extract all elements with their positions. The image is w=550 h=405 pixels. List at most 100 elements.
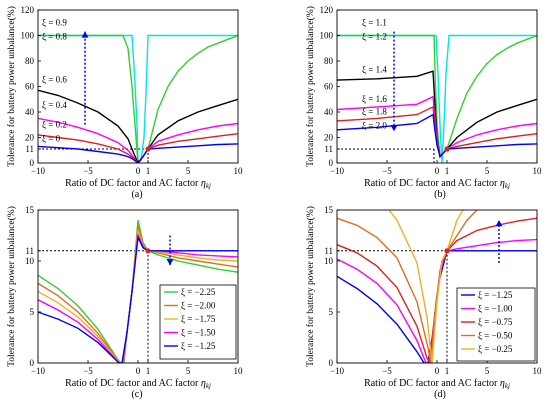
y-tick-label: 11	[324, 246, 333, 256]
y-axis-label: Tolerance for battery power unbalance(%)	[6, 206, 17, 367]
legend-entry: ξ = −2.25	[181, 287, 216, 297]
x-tick-label: 5	[485, 166, 490, 176]
legend-entry: ξ = −1.00	[478, 304, 513, 314]
series-label: ξ = 1.4	[362, 64, 387, 74]
y-tick-label: 0	[329, 358, 334, 368]
y-tick-label: 10	[25, 256, 35, 266]
series-label: ξ = 1.8	[362, 107, 387, 117]
x-tick-label: 10	[533, 366, 543, 376]
series-line-5	[38, 133, 238, 163]
x-tick-label: 5	[485, 366, 490, 376]
marker-point	[444, 146, 450, 152]
legend-entry: ξ = −1.25	[478, 290, 513, 300]
legend-entry: ξ = −0.25	[478, 344, 513, 354]
series-label: ξ = 0.6	[42, 75, 67, 85]
series-label: ξ = 1.6	[362, 94, 387, 104]
series-line-2	[337, 34, 537, 159]
x-tick-label: −5	[83, 166, 93, 176]
trend-arrow-head	[495, 220, 503, 227]
series-line-3	[38, 89, 238, 163]
x-tick-label: 10	[533, 166, 543, 176]
x-tick-label: 0	[435, 166, 440, 176]
series-group	[38, 34, 238, 163]
x-tick-label: −10	[31, 166, 46, 176]
series-group	[337, 210, 537, 363]
y-tick-label: 60	[25, 82, 35, 92]
panel-caption: (d)	[434, 389, 446, 400]
x-tick-label: 1	[445, 166, 450, 176]
panel-caption: (c)	[131, 389, 142, 400]
x-tick-label: 5	[186, 166, 191, 176]
legend-entry: ξ = −1.75	[181, 314, 216, 324]
series-line-1	[337, 34, 537, 163]
y-tick-label: 0	[30, 358, 35, 368]
x-axis-label: Ratio of DC factor and AC factor ηkj	[364, 378, 510, 390]
series-label: ξ = 0.9	[42, 17, 67, 27]
series-label: ξ = 0	[42, 133, 61, 143]
x-tick-label: −5	[83, 366, 93, 376]
x-tick-label: 1	[146, 366, 151, 376]
y-tick-label: 5	[329, 307, 334, 317]
y-tick-label: 20	[25, 133, 35, 143]
x-tick-label: −10	[330, 166, 345, 176]
x-axis-label: Ratio of DC factor and AC factor ηkj	[65, 178, 211, 190]
series-group	[337, 34, 537, 163]
series-line-5	[388, 210, 464, 363]
y-axis-label: Tolerance for battery power unbalance(%)	[305, 206, 316, 367]
y-axis-label: Tolerance for battery power unbalance(%)	[6, 6, 17, 167]
x-tick-label: 0	[136, 166, 141, 176]
marker-point	[145, 146, 151, 152]
legend-entry: ξ = −2.00	[181, 301, 216, 311]
series-label: ξ = 0.2	[42, 119, 67, 129]
x-axis-label: Ratio of DC factor and AC factor ηkj	[364, 178, 510, 190]
legend-entry: ξ = −0.50	[478, 331, 513, 341]
y-tick-label: 0	[329, 158, 334, 168]
y-tick-label: 11	[25, 144, 34, 154]
y-tick-label: 11	[324, 144, 333, 154]
series-label: ξ = 0.8	[42, 31, 67, 41]
y-tick-label: 11	[25, 246, 34, 256]
y-tick-label: 10	[324, 256, 334, 266]
y-tick-label: 100	[320, 31, 334, 41]
panel-caption: (b)	[434, 189, 446, 200]
series-line-6	[38, 143, 238, 163]
y-tick-label: 60	[324, 82, 334, 92]
series-group	[38, 220, 238, 363]
trend-arrow-head	[166, 259, 174, 266]
series-line-5	[38, 235, 238, 363]
y-axis-label: Tolerance for battery power unbalance(%)	[305, 6, 316, 167]
panel-caption: (a)	[131, 189, 142, 200]
y-tick-label: 15	[25, 205, 35, 215]
y-tick-label: 120	[21, 5, 35, 15]
x-tick-label: −10	[330, 366, 345, 376]
marker-point	[444, 248, 450, 254]
y-tick-label: 40	[324, 107, 334, 117]
y-tick-label: 80	[324, 56, 334, 66]
y-tick-label: 5	[30, 307, 35, 317]
marker-point	[145, 248, 151, 254]
legend-entry: ξ = −0.75	[478, 317, 513, 327]
legend-entry: ξ = −1.25	[181, 341, 216, 351]
y-tick-label: 20	[324, 133, 334, 143]
series-line-2	[38, 34, 238, 163]
trend-arrow-head	[390, 125, 398, 132]
y-tick-label: 0	[30, 158, 35, 168]
series-line-4	[337, 210, 480, 363]
x-axis-label: Ratio of DC factor and AC factor ηkj	[65, 378, 211, 390]
x-tick-label: 1	[445, 366, 450, 376]
series-line-6	[337, 113, 537, 159]
x-tick-label: 10	[234, 366, 244, 376]
y-tick-label: 120	[320, 5, 334, 15]
y-tick-label: 100	[21, 31, 35, 41]
x-tick-label: 1	[146, 166, 151, 176]
legend-entry: ξ = −1.50	[181, 328, 216, 338]
series-label: ξ = 1.1	[362, 17, 387, 27]
x-tick-label: −5	[382, 366, 392, 376]
x-tick-label: −5	[382, 166, 392, 176]
x-tick-label: 5	[186, 366, 191, 376]
series-label: ξ = 0.4	[42, 100, 67, 110]
x-tick-label: −10	[31, 366, 46, 376]
